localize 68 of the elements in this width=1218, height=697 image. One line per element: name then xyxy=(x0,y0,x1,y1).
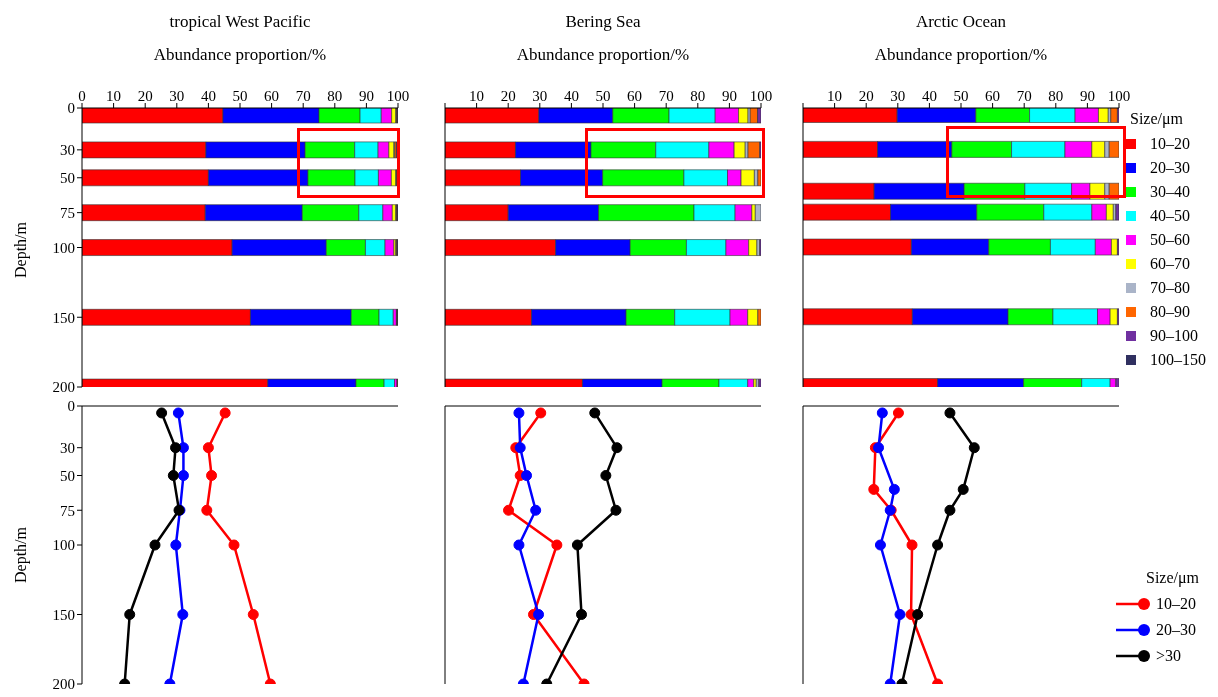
x-axis-title: Abundance proportion/% xyxy=(152,45,328,65)
x-tick-label: 60 xyxy=(264,88,280,104)
legend-label: 40–50 xyxy=(1150,207,1190,225)
legend-label: 20–30 xyxy=(1156,621,1196,639)
x-tick-label: 10 xyxy=(469,88,485,104)
legend-label: 60–70 xyxy=(1150,255,1190,273)
x-tick-label: 80 xyxy=(1048,88,1064,104)
y-tick-label: 50 xyxy=(60,170,75,187)
x-axis-title: Abundance proportion/% xyxy=(873,45,1049,65)
legend-label: 30–40 xyxy=(1150,183,1190,201)
chart-title: Bering Sea xyxy=(564,12,642,32)
x-tick-label: 70 xyxy=(658,88,674,104)
legend-label: 20–30 xyxy=(1150,159,1190,177)
x-tick-label: 70 xyxy=(1016,88,1032,104)
y-tick-label: 200 xyxy=(52,676,75,693)
y-tick-label: 150 xyxy=(52,606,75,623)
legend-label: >30 xyxy=(1156,647,1182,665)
legend-title: Size/μm xyxy=(1146,569,1200,589)
y-axis-title: Depth/m xyxy=(12,221,31,280)
chart-title: Arctic Ocean xyxy=(914,12,1008,32)
y-tick-label: 100 xyxy=(52,537,75,554)
y-tick-label: 50 xyxy=(60,467,75,484)
legend-label: 90–100 xyxy=(1150,327,1198,345)
y-tick-label: 150 xyxy=(52,309,75,326)
y-tick-label: 0 xyxy=(67,100,75,117)
chart-title: tropical West Pacific xyxy=(168,12,312,32)
y-tick-label: 0 xyxy=(67,398,75,415)
x-tick-label: 100 xyxy=(749,88,773,104)
legend-title: Size/μm xyxy=(1130,110,1184,130)
x-tick-label: 0 xyxy=(78,88,86,104)
legend-label: 70–80 xyxy=(1150,279,1190,297)
y-axis-title: Depth/m xyxy=(12,526,31,585)
x-tick-label: 40 xyxy=(563,88,579,104)
x-tick-label: 30 xyxy=(890,88,906,104)
x-tick-label: 100 xyxy=(386,88,410,104)
x-tick-label: 90 xyxy=(358,88,374,104)
x-tick-label: 40 xyxy=(200,88,216,104)
x-tick-label: 80 xyxy=(327,88,343,104)
x-tick-label: 20 xyxy=(500,88,516,104)
legend-label: 80–90 xyxy=(1150,303,1190,321)
y-tick-label: 75 xyxy=(60,204,75,221)
y-tick-label: 75 xyxy=(60,502,75,519)
x-tick-label: 10 xyxy=(106,88,122,104)
legend-label: 100–150 xyxy=(1150,351,1206,369)
x-tick-label: 50 xyxy=(953,88,969,104)
x-tick-label: 90 xyxy=(721,88,737,104)
x-tick-label: 50 xyxy=(595,88,611,104)
x-tick-label: 90 xyxy=(1079,88,1095,104)
legend-label: 50–60 xyxy=(1150,231,1190,249)
x-tick-label: 20 xyxy=(137,88,153,104)
legend-label: 10–20 xyxy=(1156,595,1196,613)
y-tick-label: 100 xyxy=(52,239,75,256)
x-tick-label: 50 xyxy=(232,88,248,104)
x-tick-label: 60 xyxy=(627,88,643,104)
x-tick-label: 30 xyxy=(532,88,548,104)
y-tick-label: 30 xyxy=(60,440,75,457)
x-tick-label: 20 xyxy=(858,88,874,104)
x-tick-label: 60 xyxy=(985,88,1001,104)
x-tick-label: 10 xyxy=(827,88,843,104)
y-tick-label: 200 xyxy=(52,379,75,396)
legend-label: 10–20 xyxy=(1150,135,1190,153)
x-tick-label: 100 xyxy=(1107,88,1131,104)
y-tick-label: 30 xyxy=(60,142,75,159)
x-tick-label: 70 xyxy=(295,88,311,104)
x-tick-label: 80 xyxy=(690,88,706,104)
x-axis-title: Abundance proportion/% xyxy=(515,45,691,65)
x-tick-label: 30 xyxy=(169,88,185,104)
x-tick-label: 40 xyxy=(921,88,937,104)
